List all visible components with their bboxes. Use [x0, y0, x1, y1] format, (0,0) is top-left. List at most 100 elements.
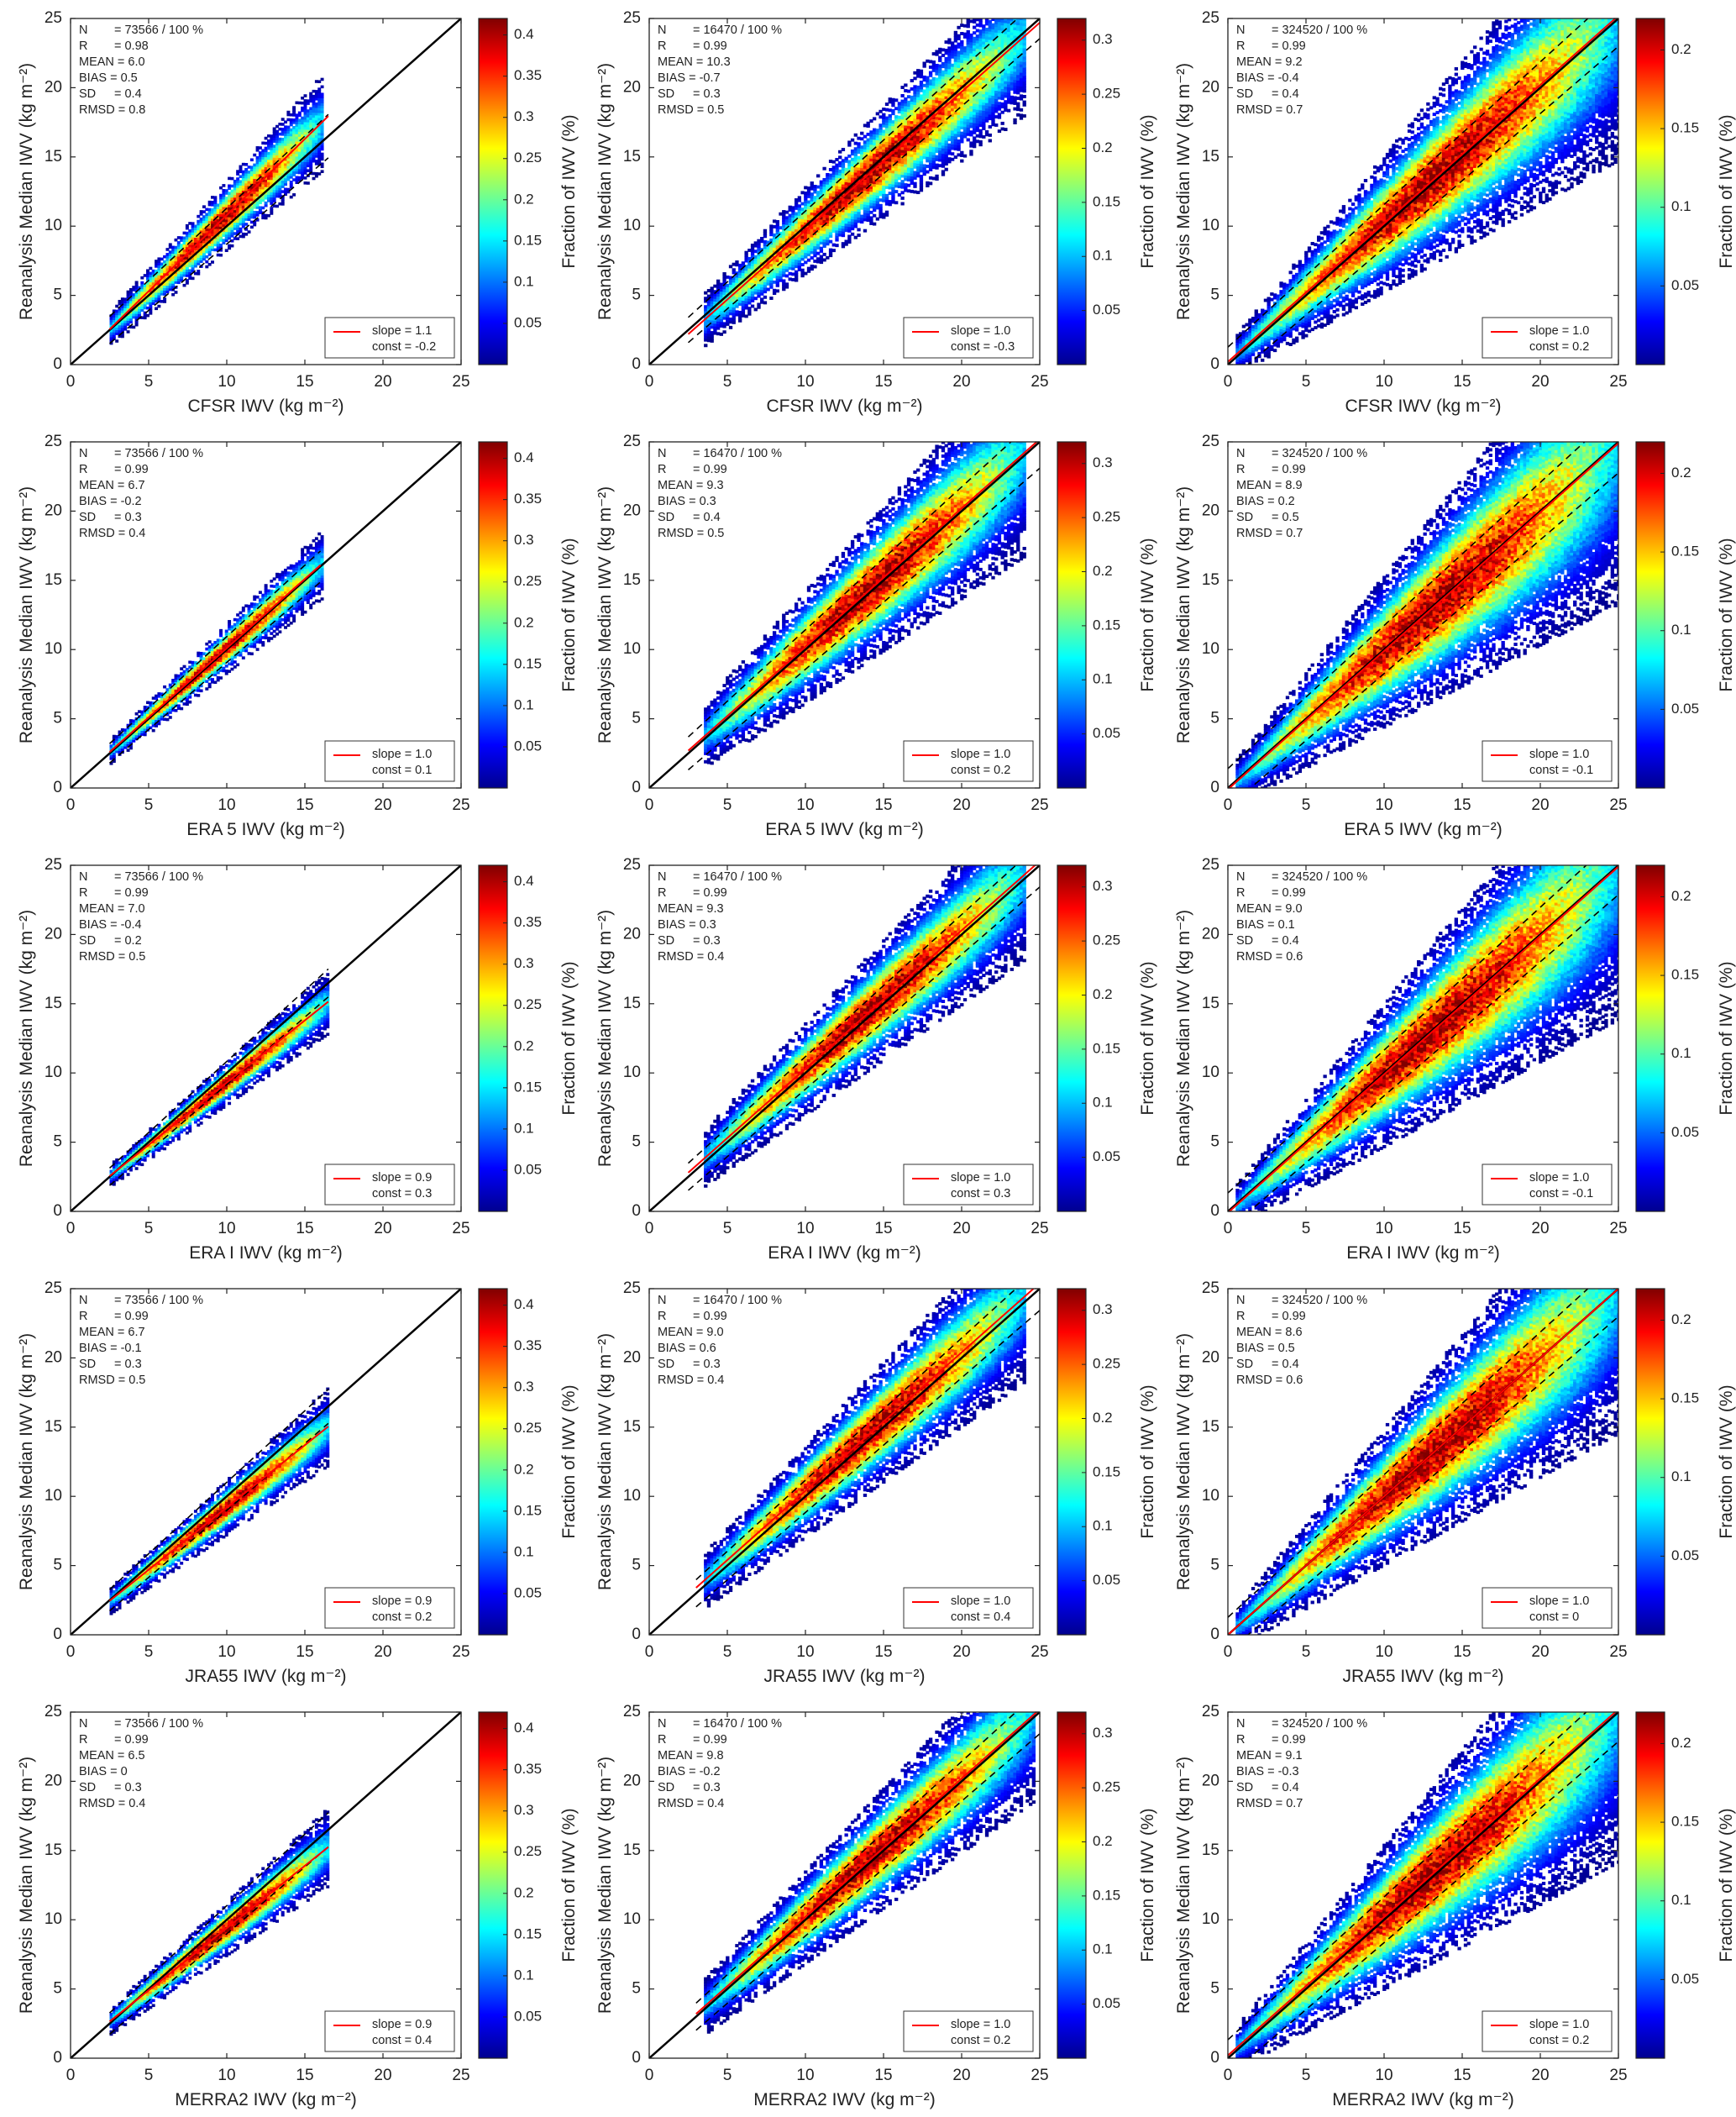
density-cell: [991, 56, 995, 60]
density-cell: [301, 101, 305, 105]
density-cell: [312, 142, 316, 145]
density-cell: [863, 145, 868, 150]
density-cell: [278, 139, 282, 144]
density-cell: [866, 207, 870, 211]
density-cell: [769, 224, 774, 229]
density-cell: [168, 263, 172, 266]
density-cell: [953, 83, 958, 87]
density-cell: [109, 317, 113, 320]
density-cell: [991, 31, 995, 35]
density-cell: [219, 201, 223, 205]
density-cell: [826, 176, 830, 180]
density-cell: [988, 86, 992, 90]
density-cell: [738, 266, 742, 271]
density-cell: [151, 269, 155, 273]
density-cell: [863, 184, 868, 188]
density-cell: [822, 213, 826, 218]
density-cell: [1004, 19, 1008, 24]
density-cell: [910, 107, 914, 110]
density-cell: [804, 244, 808, 248]
density-cell: [957, 34, 961, 38]
density-cell: [894, 115, 899, 119]
density-cell: [297, 121, 302, 125]
density-cell: [875, 142, 880, 146]
density-cell: [941, 128, 946, 132]
density-cell: [255, 206, 260, 209]
density-cell: [866, 174, 870, 178]
density-cell: [146, 299, 149, 302]
density-cell: [900, 185, 905, 189]
density-cell: [813, 237, 817, 241]
density-cell: [317, 157, 322, 160]
density-cell: [997, 18, 1002, 23]
density-cell: [916, 88, 920, 92]
density-cell: [957, 81, 961, 85]
density-cell: [888, 169, 892, 173]
density-cell: [926, 144, 930, 149]
density-cell: [314, 109, 318, 113]
density-cell: [998, 13, 1001, 17]
density-cell: [806, 219, 811, 223]
density-cell: [1010, 26, 1014, 30]
density-cell: [969, 50, 973, 54]
density-cell: [241, 195, 245, 198]
density-cell: [295, 143, 299, 147]
density-cell: [247, 207, 251, 212]
density-cell: [249, 220, 254, 224]
density-cell: [275, 142, 279, 146]
density-cell: [944, 76, 948, 80]
density-cell: [292, 118, 296, 122]
density-cell: [900, 141, 905, 144]
density-cell: [988, 83, 992, 87]
density-cell: [753, 307, 758, 312]
density-cell: [791, 255, 795, 260]
density-cell: [850, 174, 855, 178]
density-cell: [1016, 8, 1020, 12]
density-cell: [706, 294, 711, 298]
density-cell: [910, 131, 914, 135]
density-cell: [888, 158, 892, 162]
density-cell: [775, 236, 779, 240]
density-cell: [1004, 18, 1008, 21]
density-cell: [882, 123, 886, 128]
density-cell: [174, 281, 178, 284]
density-cell: [872, 183, 877, 187]
density-cell: [241, 190, 245, 194]
density-cell: [1006, 18, 1011, 21]
density-cell: [197, 229, 201, 234]
density-cell: [794, 245, 799, 249]
density-cell: [910, 142, 914, 146]
density-cell: [306, 169, 310, 172]
density-cell: [284, 165, 288, 169]
density-cell: [941, 123, 946, 127]
density-cell: [704, 321, 708, 325]
density-cell: [857, 194, 861, 198]
density-cell: [314, 107, 318, 111]
density-cell: [788, 266, 792, 271]
density-cell: [984, 52, 989, 56]
density-cell: [191, 249, 195, 253]
density-cell: [931, 80, 936, 84]
density-cell: [264, 161, 268, 165]
density-cell: [938, 117, 942, 121]
density-cell: [872, 194, 877, 198]
density-cell: [782, 285, 786, 288]
density-cell: [813, 187, 817, 192]
density-cell: [891, 189, 895, 193]
density-cell: [797, 254, 802, 258]
density-cell: [884, 158, 889, 161]
density-cell: [882, 185, 886, 189]
density-cell: [1006, 25, 1011, 29]
density-cell: [882, 179, 886, 183]
density-cell: [878, 165, 883, 169]
density-cell: [1010, 98, 1014, 102]
density-cell: [233, 186, 237, 191]
density-cell: [140, 281, 144, 285]
density-cell: [969, 55, 973, 60]
density-cell: [303, 159, 307, 162]
density-cell: [281, 180, 285, 183]
density-cell: [984, 69, 989, 73]
density-cell: [944, 134, 948, 139]
density-cell: [750, 246, 755, 250]
density-cell: [261, 174, 265, 177]
